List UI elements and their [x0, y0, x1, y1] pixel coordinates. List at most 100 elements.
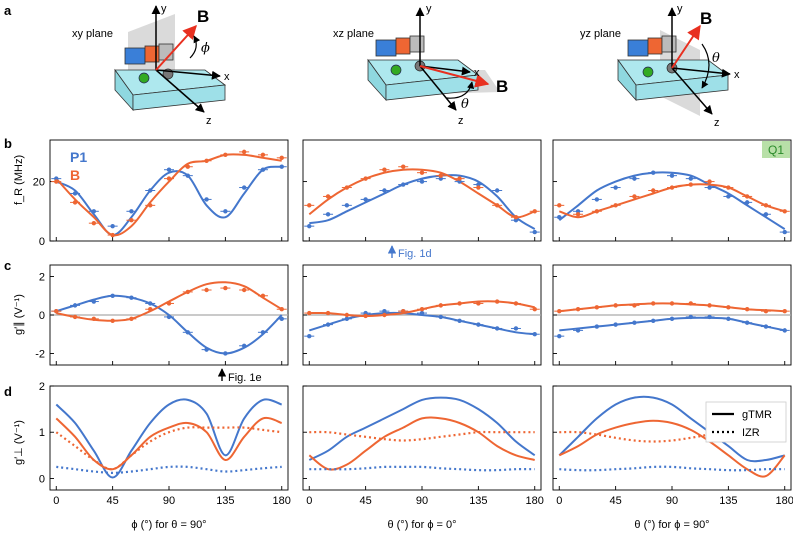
data-point [241, 149, 247, 155]
data-point [594, 197, 600, 202]
field-label: B [496, 77, 508, 96]
green-qubit [642, 66, 654, 78]
data-point [669, 185, 675, 190]
data-point [726, 194, 731, 199]
data-point [129, 209, 134, 214]
data-point [325, 322, 331, 327]
data-point [744, 194, 750, 199]
data-point [457, 301, 462, 306]
y-tick-label: 2 [39, 272, 45, 284]
x-tick-label: 180 [273, 495, 291, 507]
y-tick-label: 2 [39, 381, 45, 393]
data-point [307, 203, 312, 208]
data-point [594, 305, 600, 310]
schematic-xy: xy plane y x z B ϕ [72, 3, 230, 127]
angle-arc [189, 35, 201, 59]
data-point [782, 308, 787, 314]
data-point [54, 179, 59, 184]
series-line [558, 419, 786, 478]
ylabel-c: g′∥ (V⁻¹) [13, 294, 25, 335]
data-point [707, 303, 712, 308]
y-label: y [426, 3, 432, 15]
fig1d-label: Fig. 1d [398, 248, 432, 260]
data-point [91, 209, 97, 214]
gate-grey [661, 35, 677, 53]
legend-gtmr-label: gTMR [742, 409, 772, 421]
data-point [494, 299, 500, 304]
data-point [91, 299, 97, 304]
data-point [279, 307, 284, 312]
data-point [307, 310, 312, 316]
x-tick-label: 135 [469, 495, 487, 507]
data-point [688, 176, 693, 181]
data-point [419, 179, 425, 184]
x-tick-label: 135 [216, 495, 234, 507]
data-point [72, 200, 78, 205]
data-point [726, 305, 731, 310]
data-point [763, 203, 769, 208]
series-line [559, 465, 785, 472]
data-point [532, 332, 537, 337]
data-point [401, 182, 406, 187]
data-point [344, 185, 350, 190]
xlabel-2: θ (°) for ϕ = 0° [387, 519, 456, 531]
data-point [707, 179, 712, 184]
gate-orange [395, 37, 411, 55]
legend-izr-label: IZR [742, 427, 760, 439]
data-point [363, 313, 368, 319]
gate-grey [409, 35, 425, 53]
z-label: z [458, 115, 464, 127]
y-tick-label: 1 [39, 427, 45, 439]
angle-arc [701, 43, 710, 89]
data-point [557, 203, 562, 208]
z-label: z [714, 117, 720, 129]
data-point [513, 215, 519, 220]
x-tick-label: 180 [776, 495, 793, 507]
x-tick-label: 180 [526, 495, 544, 507]
data-point [651, 318, 656, 323]
gate-blue [375, 39, 397, 57]
data-point [344, 203, 350, 208]
x-label: x [224, 71, 230, 83]
green-qubit [390, 64, 402, 76]
data-point [382, 188, 387, 193]
data-point [476, 322, 481, 327]
data-point [129, 316, 134, 322]
z-axis-arrow [671, 67, 713, 115]
data-point [782, 328, 787, 333]
data-point [185, 330, 190, 335]
data-point [557, 333, 562, 339]
panel-letter-c: c [4, 258, 11, 273]
data-point [532, 209, 537, 214]
series-line [558, 171, 786, 230]
data-point [688, 301, 693, 306]
x-tick-label: 90 [666, 495, 678, 507]
data-point [382, 167, 387, 172]
data-point [401, 308, 406, 314]
y-tick-label: 20 [33, 177, 45, 189]
schematic-xz: xz plane y x z B θ [333, 3, 508, 127]
x-tick-label: 45 [360, 495, 372, 507]
series-line [309, 174, 536, 230]
data-point [613, 303, 618, 308]
data-point [532, 229, 537, 235]
x-axis-arrow [155, 69, 221, 80]
y-label: y [677, 3, 683, 15]
legend-d: gTMR IZR [705, 401, 787, 443]
angle-arc [445, 81, 475, 99]
data-point [476, 185, 481, 190]
data-point [744, 307, 750, 312]
data-point [382, 312, 387, 318]
xlabel-3: θ (°) for ϕ = 90° [634, 519, 709, 531]
data-point [260, 293, 266, 298]
x-label: x [734, 69, 740, 81]
q1-badge [762, 141, 790, 158]
field-label: B [197, 7, 209, 26]
data-point [325, 212, 331, 217]
data-point [419, 307, 425, 312]
series-line [308, 168, 536, 219]
data-point [363, 176, 368, 181]
data-point [575, 307, 581, 312]
angle-label: θ [712, 51, 720, 66]
